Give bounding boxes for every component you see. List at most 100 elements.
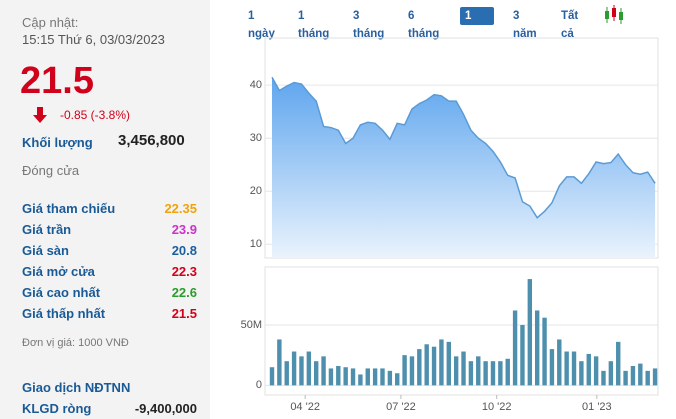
- volume-bar: [601, 370, 606, 386]
- volume-bar: [387, 370, 393, 386]
- volume-bar: [284, 361, 289, 386]
- volume-bar: [358, 374, 363, 386]
- info-panel: Cập nhật: 15:15 Thứ 6, 03/03/2023 21.5 -…: [0, 0, 210, 419]
- volume-bar: [468, 361, 474, 386]
- close-label: Đóng cửa: [22, 163, 80, 178]
- volume-bar: [505, 358, 510, 386]
- volume-bar: [608, 361, 614, 386]
- row-value: 23.9: [171, 222, 197, 237]
- volume-bar: [645, 370, 650, 386]
- row-label: Giá mở cửa: [22, 264, 95, 279]
- range-tab[interactable]: 1 tháng: [298, 10, 330, 40]
- volume-bar: [564, 351, 569, 386]
- row-label: Giá thấp nhất: [22, 306, 106, 321]
- row-label: Giá sàn: [22, 243, 69, 258]
- row-value: 22.3: [171, 264, 197, 279]
- volume-bar: [593, 356, 599, 386]
- row-value: 20.8: [171, 243, 197, 258]
- foreign-label: KLGD ròng: [22, 401, 92, 416]
- volume-bar: [306, 351, 312, 386]
- updated-time: 15:15 Thứ 6, 03/03/2023: [22, 32, 165, 47]
- volume-bar: [483, 361, 488, 386]
- updated-label: Cập nhật:: [22, 15, 79, 30]
- price-area: [271, 77, 656, 258]
- volume-bar: [549, 349, 555, 386]
- volume-bar: [313, 361, 319, 386]
- volume-bar: [365, 368, 370, 386]
- volume-bar: [527, 279, 533, 386]
- x-tick-label: 10 '22: [482, 401, 512, 413]
- volume-bar: [380, 368, 385, 386]
- volume-bar: [446, 341, 451, 386]
- price-change: -0.85 (-3.8%): [60, 108, 131, 122]
- range-tab[interactable]: 6 tháng: [408, 10, 440, 40]
- volume-bar: [299, 356, 304, 386]
- volume-bar: [417, 349, 422, 386]
- volume-bar: [623, 370, 628, 386]
- row-value: 22.35: [164, 201, 197, 216]
- volume-bar: [431, 346, 437, 386]
- y-tick-label: 20: [250, 185, 262, 197]
- price: 21.5: [20, 60, 94, 102]
- foreign-title: Giao dịch NĐTNN: [22, 380, 131, 395]
- unit-note: Đơn vị giá: 1000 VNĐ: [22, 337, 129, 349]
- volume-bar: [343, 367, 348, 386]
- volume-bar: [542, 317, 547, 386]
- row-value: 22.6: [171, 285, 197, 300]
- volume-bar: [453, 356, 459, 386]
- volume-bar: [372, 368, 378, 386]
- row-value: 21.5: [171, 306, 197, 321]
- volume-bar: [630, 366, 636, 386]
- volume-bar: [571, 351, 577, 386]
- volume-bar: [652, 368, 658, 386]
- volume-bar: [638, 363, 643, 386]
- volume-bar: [579, 361, 584, 386]
- x-tick-label: 01 '23: [582, 401, 612, 413]
- y-tick-label: 30: [250, 132, 262, 144]
- volume-bar: [498, 361, 503, 386]
- volume-bar: [350, 368, 356, 386]
- row-label: Giá tham chiếu: [22, 201, 116, 216]
- range-tab[interactable]: 1 ngày: [248, 10, 275, 40]
- volume-label: Khối lượng: [22, 135, 93, 150]
- x-tick-label: 07 '22: [386, 401, 416, 413]
- range-tab[interactable]: Tất cả: [561, 10, 579, 40]
- price-line: [271, 76, 656, 219]
- volume-bar: [490, 361, 496, 386]
- volume-bar: [461, 351, 466, 386]
- row-label: Giá cao nhất: [22, 285, 101, 300]
- volume-bar: [336, 366, 341, 386]
- volume-bar: [409, 356, 415, 386]
- volume-bar: [557, 339, 562, 386]
- volume-bar: [476, 356, 481, 386]
- volume-bar: [534, 310, 540, 386]
- volume-bar: [328, 368, 334, 386]
- volume-bar: [439, 339, 444, 386]
- down-arrow: [33, 107, 47, 123]
- volume-bar: [424, 344, 429, 386]
- volume-bar: [402, 355, 407, 386]
- y-tick-label: 10: [250, 238, 262, 250]
- volume-bar: [395, 373, 400, 386]
- volume-bar: [616, 341, 621, 386]
- range-tab[interactable]: 1 năm: [460, 7, 494, 40]
- y-tick-label: 40: [250, 79, 262, 91]
- volume-bar: [520, 324, 525, 386]
- foreign-value: -9,400,000: [134, 401, 197, 416]
- volume-bar: [586, 353, 591, 386]
- plot-frame: [264, 266, 659, 396]
- volume-bar: [291, 351, 297, 386]
- volume-bar: [269, 367, 275, 386]
- volume-bar: [512, 310, 518, 386]
- range-tab[interactable]: 3 tháng: [353, 10, 385, 40]
- y-tick-label: 50M: [241, 319, 262, 331]
- candle-icon[interactable]: [603, 5, 625, 25]
- y-tick-label: 0: [256, 379, 262, 391]
- x-tick-label: 04 '22: [290, 401, 320, 413]
- row-label: Giá trần: [22, 222, 72, 237]
- volume-bar: [277, 339, 282, 386]
- range-tab[interactable]: 3 năm: [513, 10, 537, 40]
- volume-bar: [321, 356, 326, 386]
- volume-value: 3,456,800: [118, 132, 185, 149]
